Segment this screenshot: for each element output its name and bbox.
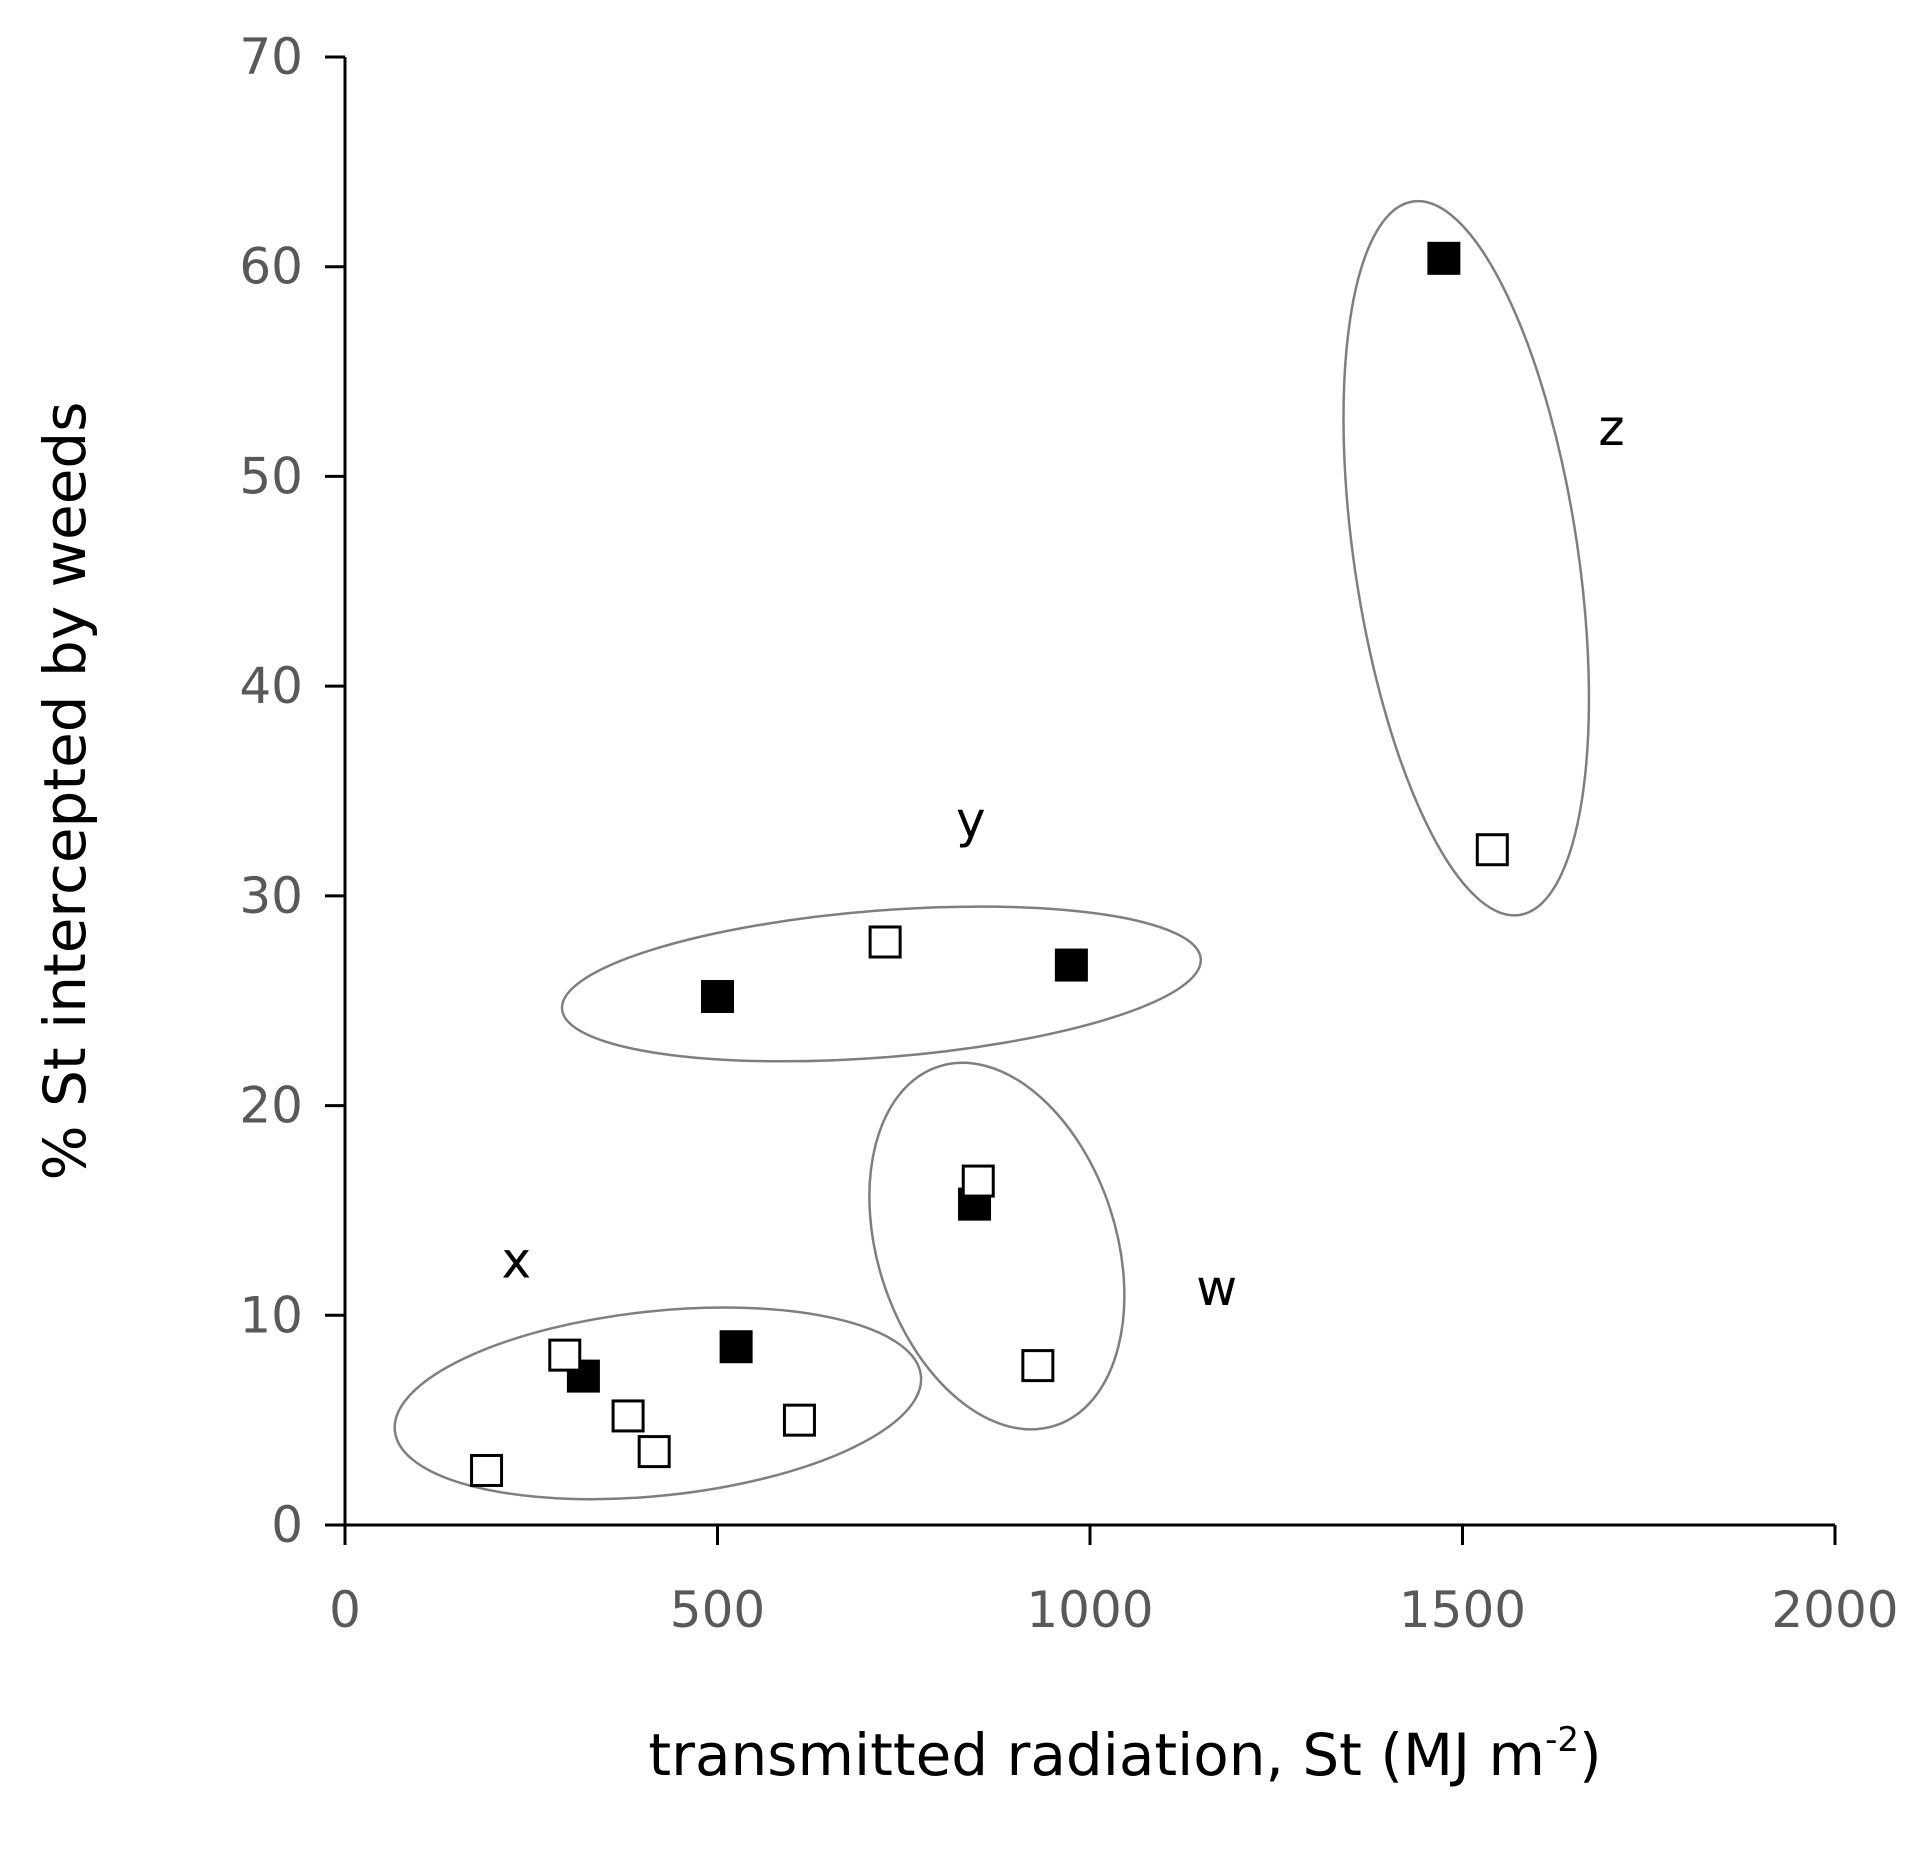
- open-square-point: [782, 1403, 816, 1437]
- x-tick-label: 1500: [1399, 1581, 1526, 1639]
- y-tick-label: 10: [239, 1286, 303, 1344]
- open-square-point: [868, 925, 902, 959]
- open-square-point: [470, 1453, 504, 1487]
- group-labels: z y w x: [502, 399, 1625, 1317]
- group-ellipses: [393, 199, 1591, 1501]
- open-square-point: [611, 1399, 645, 1433]
- group-ellipse-y: [560, 905, 1203, 1063]
- x-axis-title-main: transmitted radiation, St (MJ m: [648, 1721, 1545, 1789]
- group-ellipse-x: [393, 1306, 923, 1501]
- y-tick-label: 70: [239, 28, 303, 86]
- open-square-point: [1475, 833, 1509, 867]
- y-axis-title: % St intercepted by weeds: [31, 402, 99, 1181]
- y-tick-label: 0: [271, 1496, 303, 1554]
- x-axis-title: transmitted radiation, St (MJ m-2): [648, 1720, 1601, 1789]
- y-tick-label: 40: [239, 657, 303, 715]
- filled-square-point: [1054, 948, 1088, 982]
- group-label-w: w: [1196, 1259, 1237, 1317]
- group-label-x: x: [502, 1232, 532, 1290]
- x-axis-title-close: ): [1579, 1721, 1602, 1789]
- group-label-y: y: [956, 791, 986, 849]
- group-ellipse-z: [1342, 199, 1591, 917]
- y-tick-label: 20: [239, 1077, 303, 1135]
- x-tick-label: 1000: [1026, 1581, 1153, 1639]
- y-tick-label: 30: [239, 867, 303, 925]
- y-tick-label: 50: [239, 447, 303, 505]
- x-tick-label: 500: [670, 1581, 765, 1639]
- group-label-z: z: [1598, 399, 1624, 457]
- open-square-point: [548, 1338, 582, 1372]
- axis-ticks: 0 10 20 30 40 50 60 70 0 500 1000 1500 2000: [239, 28, 1898, 1639]
- y-tick-label: 60: [239, 238, 303, 296]
- filled-square-point: [719, 1330, 753, 1364]
- group-ellipse-w: [868, 1061, 1126, 1431]
- filled-square-point: [701, 980, 734, 1014]
- data-points: [470, 241, 1509, 1487]
- open-square-point: [637, 1435, 671, 1469]
- x-axis-title-superscript: -2: [1545, 1720, 1579, 1760]
- axes: [343, 57, 1835, 1527]
- filled-square-point: [1427, 241, 1461, 275]
- open-square-point: [961, 1164, 995, 1198]
- x-tick-label: 2000: [1771, 1581, 1898, 1639]
- x-tick-label: 0: [329, 1581, 361, 1639]
- open-square-point: [1021, 1349, 1055, 1383]
